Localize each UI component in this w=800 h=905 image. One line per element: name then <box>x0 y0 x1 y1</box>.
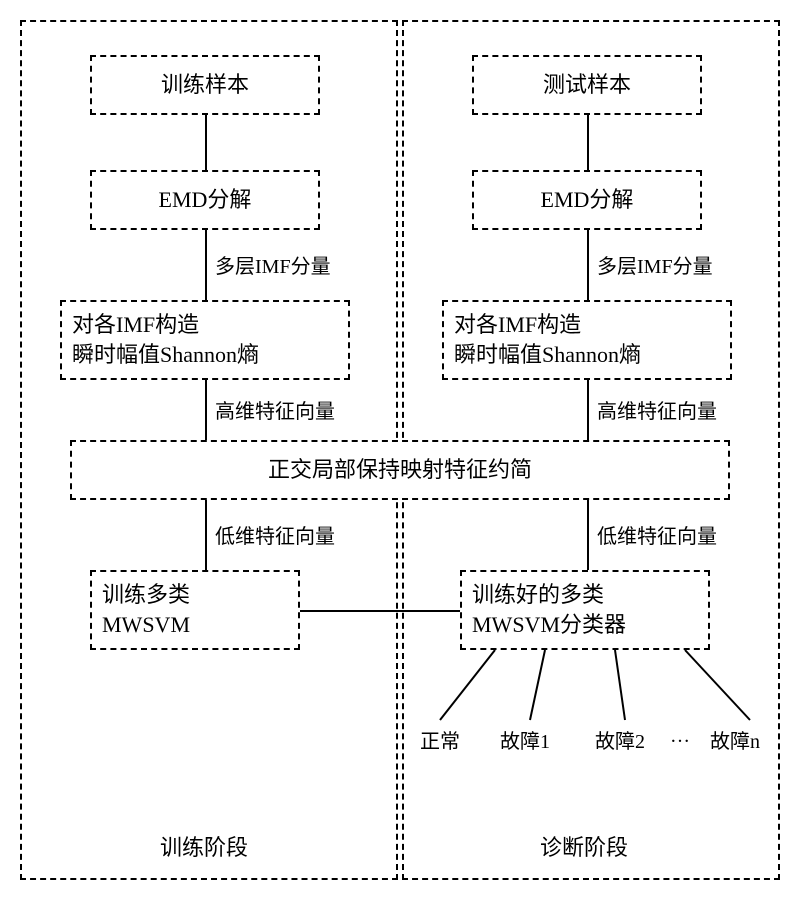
box-emd-right: EMD分解 <box>472 170 702 230</box>
output-label: 正常 <box>420 725 460 754</box>
box-train-mwsvm: 训练多类 MWSVM <box>90 570 300 650</box>
flowchart-canvas: 训练样本 EMD分解 多层IMF分量 对各IMF构造 瞬时幅值Shannon熵 … <box>20 20 780 885</box>
edge-label: 低维特征向量 <box>215 520 335 549</box>
output-label: 故障n <box>710 725 760 754</box>
arrow <box>205 500 207 570</box>
box-label: 正交局部保持映射特征约简 <box>268 455 532 485</box>
arrow <box>205 230 207 300</box>
arrow <box>587 230 589 300</box>
box-trained-mwsvm: 训练好的多类 MWSVM分类器 <box>460 570 710 650</box>
box-label: 训练好的多类 MWSVM分类器 <box>472 580 626 639</box>
box-shannon-right: 对各IMF构造 瞬时幅值Shannon熵 <box>442 300 732 380</box>
arrow <box>205 115 207 170</box>
edge-label: 多层IMF分量 <box>215 250 331 279</box>
edge-label: 多层IMF分量 <box>597 250 713 279</box>
box-label: 训练样本 <box>161 70 249 100</box>
box-label: EMD分解 <box>541 185 634 215</box>
arrow <box>587 500 589 570</box>
box-train-sample: 训练样本 <box>90 55 320 115</box>
output-label: 故障1 <box>500 725 550 754</box>
output-label: … <box>670 725 690 748</box>
output-label: 故障2 <box>595 725 645 754</box>
edge-label: 高维特征向量 <box>215 395 335 424</box>
phase-label-training: 训练阶段 <box>160 830 248 862</box>
box-shannon-left: 对各IMF构造 瞬时幅值Shannon熵 <box>60 300 350 380</box>
box-label: 对各IMF构造 瞬时幅值Shannon熵 <box>454 310 641 369</box>
box-emd-left: EMD分解 <box>90 170 320 230</box>
phase-label-diagnosis: 诊断阶段 <box>540 830 628 862</box>
box-label: 训练多类 MWSVM <box>102 580 190 639</box>
arrow <box>205 380 207 440</box>
arrow <box>587 380 589 440</box>
box-olpp: 正交局部保持映射特征约简 <box>70 440 730 500</box>
box-test-sample: 测试样本 <box>472 55 702 115</box>
box-label: 对各IMF构造 瞬时幅值Shannon熵 <box>72 310 259 369</box>
box-label: EMD分解 <box>159 185 252 215</box>
edge-label: 低维特征向量 <box>597 520 717 549</box>
box-label: 测试样本 <box>543 70 631 100</box>
arrow <box>587 115 589 170</box>
connector-horizontal <box>300 610 460 612</box>
edge-label: 高维特征向量 <box>597 395 717 424</box>
